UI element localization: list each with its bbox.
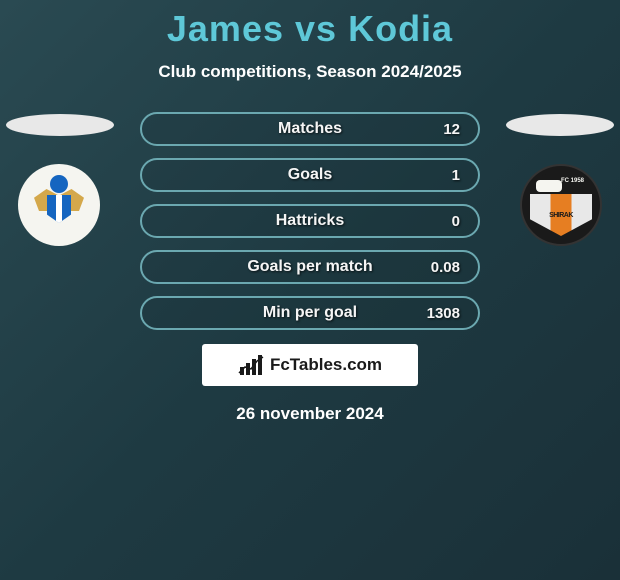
stats-list: Matches 12 Goals 1 Hattricks 0 Goals per… (140, 112, 480, 330)
trend-line-icon (238, 355, 264, 375)
player1-name: James (167, 8, 284, 49)
player2-ellipse (506, 114, 614, 136)
club-left-emblem (34, 175, 84, 235)
club-logo-right: FC 1958 SHIRAK (520, 164, 602, 246)
club-logo-left (18, 164, 100, 246)
stat-label: Goals (288, 166, 332, 184)
shirak-top: FC 1958 (530, 174, 592, 194)
stat-value: 0 (452, 213, 460, 230)
stat-label: Hattricks (276, 212, 344, 230)
shirak-shield: SHIRAK (530, 194, 592, 236)
stat-value: 1 (452, 167, 460, 184)
stat-label: Goals per match (247, 258, 372, 276)
shirak-label: SHIRAK (549, 212, 573, 219)
stat-value: 12 (443, 121, 460, 138)
vs-label: vs (295, 8, 337, 49)
subtitle: Club competitions, Season 2024/2025 (0, 62, 620, 82)
page-title: James vs Kodia (0, 8, 620, 50)
player2-name: Kodia (348, 8, 453, 49)
stat-row-hattricks: Hattricks 0 (140, 204, 480, 238)
stat-row-gpm: Goals per match 0.08 (140, 250, 480, 284)
brand-badge[interactable]: FcTables.com (202, 344, 418, 386)
shield-icon (47, 195, 71, 223)
chart-icon (238, 355, 264, 375)
stat-label: Min per goal (263, 304, 357, 322)
stat-label: Matches (278, 120, 342, 138)
shirak-badge-text: FC 1958 (561, 178, 584, 184)
main-area: FC 1958 SHIRAK Matches 12 Goals 1 Hattri… (0, 112, 620, 424)
stat-row-matches: Matches 12 (140, 112, 480, 146)
shield-stripe (56, 195, 62, 223)
club-right-emblem: FC 1958 SHIRAK (530, 174, 592, 236)
stat-value: 0.08 (431, 259, 460, 276)
player1-ellipse (6, 114, 114, 136)
stat-row-mpg: Min per goal 1308 (140, 296, 480, 330)
stat-value: 1308 (427, 305, 460, 322)
brand-text: FcTables.com (270, 355, 382, 375)
comparison-widget: James vs Kodia Club competitions, Season… (0, 0, 620, 424)
footer-date: 26 november 2024 (0, 404, 620, 424)
stat-row-goals: Goals 1 (140, 158, 480, 192)
tiger-icon (536, 180, 562, 192)
ball-icon (50, 175, 68, 193)
